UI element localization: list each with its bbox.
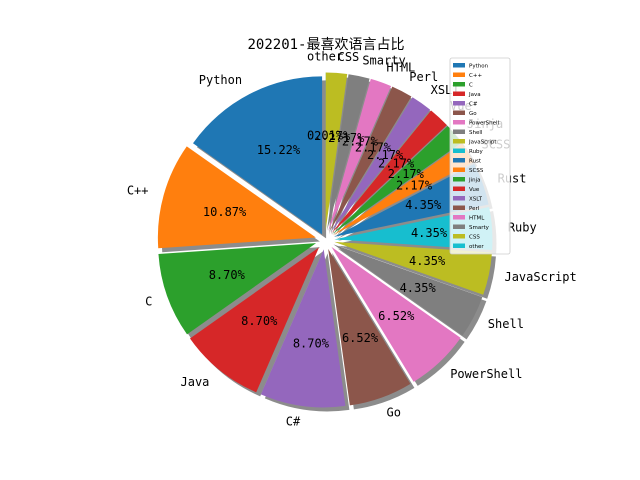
legend-swatch-python xyxy=(453,63,465,68)
legend-entry-python: Python xyxy=(469,64,489,70)
legend-swatch-c- xyxy=(453,72,465,77)
slice-label-ruby: Ruby xyxy=(508,220,537,234)
slice-label-python: Python xyxy=(199,73,242,87)
pie-slice-vue xyxy=(331,110,447,234)
legend-swatch-vue xyxy=(453,186,465,191)
legend-entry-powershell: PowerShell xyxy=(469,121,500,127)
legend-swatch-java xyxy=(453,91,465,96)
legend-swatch-powershell xyxy=(453,120,465,125)
legend-swatch-perl xyxy=(453,205,465,210)
slice-label-c-: C++ xyxy=(127,184,149,198)
slice-percent-c-: 8.70% xyxy=(293,336,330,350)
legend-swatch-html xyxy=(453,215,465,220)
legend-entry-shell: Shell xyxy=(469,130,483,136)
percent-labels: 15.22% 10.87% 8.70% 8.70% 8.70% 6.52% 6.52% 4.3… xyxy=(203,129,448,351)
slice-label-css: CSS xyxy=(338,50,360,64)
legend-entry-javascript: JavaScript xyxy=(468,140,497,146)
slice-label-smarty: Smarty xyxy=(362,54,405,68)
slice-percent-java: 8.70% xyxy=(241,314,278,328)
slice-label-c-: C# xyxy=(286,415,301,429)
legend-swatch-go xyxy=(453,110,465,115)
legend-entry-java: Java xyxy=(468,92,481,98)
pie-slice-powershell xyxy=(331,246,461,382)
pie-slice-c- xyxy=(260,249,346,408)
slice-percent-ruby: 4.35% xyxy=(411,226,448,240)
pie-slice-css xyxy=(325,72,348,231)
pie-slice-go xyxy=(328,248,411,406)
pie-slice-html xyxy=(328,78,392,232)
legend-swatch-smarty xyxy=(453,224,465,229)
legend-swatch-css xyxy=(453,234,465,239)
pie-slices xyxy=(157,72,493,408)
pie-slice-c xyxy=(158,243,317,335)
legend-swatch-shell xyxy=(453,129,465,134)
legend-entry-vue: Vue xyxy=(469,187,480,193)
pie-slice-javascript xyxy=(334,241,492,295)
slice-percent-powershell: 6.52% xyxy=(378,309,415,323)
legend-entry-c: C xyxy=(469,83,473,89)
legend-swatch-ruby xyxy=(453,148,465,153)
legend-entry-go: Go xyxy=(469,111,477,117)
slice-percent-jinja: 2.17% xyxy=(388,167,425,181)
pie-slice-scss xyxy=(333,143,474,236)
pie-slice-perl xyxy=(329,86,412,232)
slice-percent-html: 2.17% xyxy=(342,135,379,149)
slice-label-powershell: PowerShell xyxy=(450,367,522,381)
pie-slice-jinja xyxy=(332,126,462,235)
legend-entry-ruby: Ruby xyxy=(469,149,484,155)
slice-label-java: Java xyxy=(181,375,210,389)
pie-slice-python xyxy=(192,76,323,235)
legend-swatch-rust xyxy=(453,158,465,163)
legend-entry-smarty: Smarty xyxy=(469,225,490,231)
pie-slice-shell xyxy=(333,244,483,336)
slice-percent-xslt: 2.17% xyxy=(367,148,404,162)
legend-swatch-other xyxy=(453,243,465,248)
slice-label-other: other xyxy=(307,50,343,64)
legend-entry-css: CSS xyxy=(469,235,480,241)
slice-label-javascript: JavaScript xyxy=(504,270,576,284)
legend-box xyxy=(449,57,511,255)
legend-entry-html: HTML xyxy=(469,216,485,222)
legend: Python C++ C Java C# Go PowerShell Shell JavaScr… xyxy=(449,57,511,255)
legend-swatch-c- xyxy=(453,101,465,106)
legend-swatch-scss xyxy=(453,167,465,172)
legend-entry-c-: C# xyxy=(469,102,478,108)
slice-percent-go: 6.52% xyxy=(342,331,379,345)
slice-percent-smarty: 2.17% xyxy=(328,131,365,145)
legend-entry-scss: SCSS xyxy=(469,168,484,174)
slice-percent-css: 2.17% xyxy=(314,129,351,143)
legend-entry-other: other xyxy=(469,244,484,250)
slice-percent-c-: 10.87% xyxy=(203,205,247,219)
legend-entry-jinja: Jinja xyxy=(468,178,481,184)
pie-slice-xslt xyxy=(330,97,431,233)
pie-slice-smarty xyxy=(326,74,370,231)
legend-entry-xslt: XSLT xyxy=(469,197,483,203)
chart-title: 202201-最喜欢语言占比 xyxy=(247,37,404,53)
slice-label-shell: Shell xyxy=(488,317,524,331)
slice-percent-shell: 4.35% xyxy=(400,281,437,295)
slice-percent-perl: 2.17% xyxy=(355,140,392,154)
slice-percent-javascript: 4.35% xyxy=(409,254,446,268)
legend-swatch-xslt xyxy=(453,196,465,201)
slice-label-go: Go xyxy=(387,406,401,420)
legend-entry-rust: Rust xyxy=(469,159,482,165)
slice-percent-vue: 2.17% xyxy=(378,157,415,171)
legend-swatch-jinja xyxy=(453,177,465,182)
slice-percent-other: 0.01% xyxy=(307,129,344,143)
slice-percent-c: 8.70% xyxy=(209,268,246,282)
legend-swatch-c xyxy=(453,82,465,87)
pie-slice-java xyxy=(189,247,320,393)
pie-slice-c- xyxy=(157,146,316,249)
slice-percent-python: 15.22% xyxy=(257,143,301,157)
slice-label-c: C xyxy=(145,294,152,308)
slice-percent-rust: 4.35% xyxy=(405,198,442,212)
slice-label-perl: Perl xyxy=(409,70,438,84)
legend-swatch-javascript xyxy=(453,139,465,144)
slice-label-html: HTML xyxy=(386,60,415,74)
legend-entry-perl: Perl xyxy=(469,206,480,212)
slice-percent-scss: 2.17% xyxy=(396,179,433,193)
legend-entry-c-: C++ xyxy=(469,73,482,79)
